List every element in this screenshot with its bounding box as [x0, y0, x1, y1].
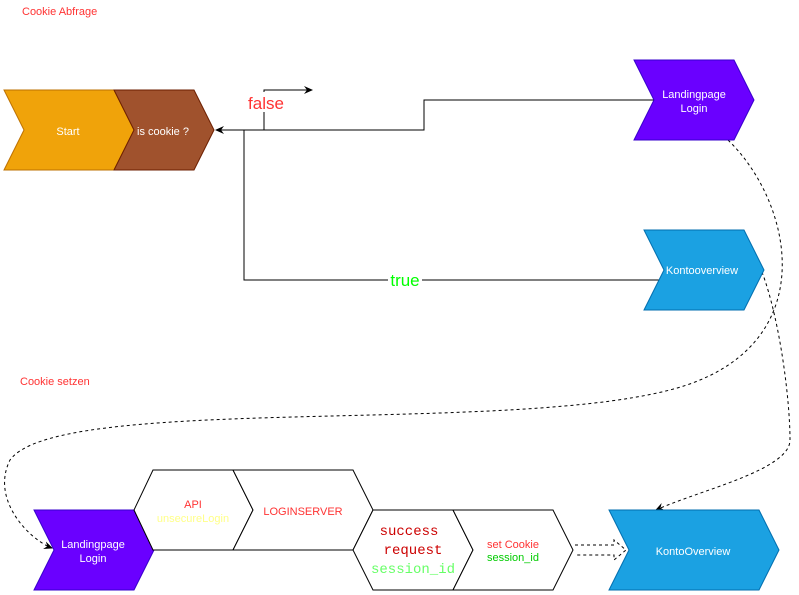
success-label-2: request	[384, 543, 443, 559]
api-label: API	[184, 499, 202, 511]
false-label: false	[248, 94, 284, 113]
section-cookie-abfrage: Cookie Abfrage	[22, 6, 97, 18]
landing-label-1: Landingpage	[662, 89, 726, 101]
api-step[interactable]: API unsecureLogin	[133, 469, 254, 551]
success-label-1: success	[380, 524, 439, 540]
success-label-3: session_id	[371, 562, 455, 578]
start-step[interactable]: Start	[3, 89, 135, 171]
is-cookie-label: is cookie ?	[137, 126, 189, 138]
landing-bottom-label-2: Login	[80, 553, 107, 565]
konto-bottom-label: KontoOverview	[656, 546, 731, 558]
edge-false	[263, 86, 313, 130]
landing-bottom-label-1: Landingpage	[61, 539, 125, 551]
loginserver-label: LOGINSERVER	[263, 506, 342, 518]
edge-landing-dashed	[4, 139, 783, 550]
section-cookie-setzen: Cookie setzen	[20, 376, 90, 388]
api-sublabel: unsecureLogin	[157, 513, 229, 525]
set-cookie-label: set Cookie	[487, 539, 539, 551]
landing-label-2: Login	[681, 103, 708, 115]
set-cookie-step[interactable]: set Cookie session_id	[452, 509, 574, 591]
edge-konto-dashed	[655, 271, 791, 511]
is-cookie-step[interactable]: is cookie ?	[113, 89, 215, 171]
konto-label: Kontooverview	[666, 265, 738, 277]
konto-overview-bottom[interactable]: KontoOverview	[608, 509, 780, 591]
landing-login-top[interactable]: Landingpage Login	[633, 59, 755, 141]
set-cookie-sublabel: session_id	[487, 552, 539, 564]
success-step[interactable]: success request session_id	[352, 509, 474, 591]
edge-true	[243, 130, 664, 281]
edge-landing-to-iscookie	[215, 99, 654, 134]
start-label: Start	[56, 126, 79, 138]
landing-login-bottom[interactable]: Landingpage Login	[33, 509, 155, 591]
loginserver-step[interactable]: LOGINSERVER	[232, 469, 374, 551]
konto-overview-top[interactable]: Kontooverview	[643, 229, 765, 311]
hollow-arrow	[575, 538, 627, 562]
true-label: true	[390, 271, 419, 290]
